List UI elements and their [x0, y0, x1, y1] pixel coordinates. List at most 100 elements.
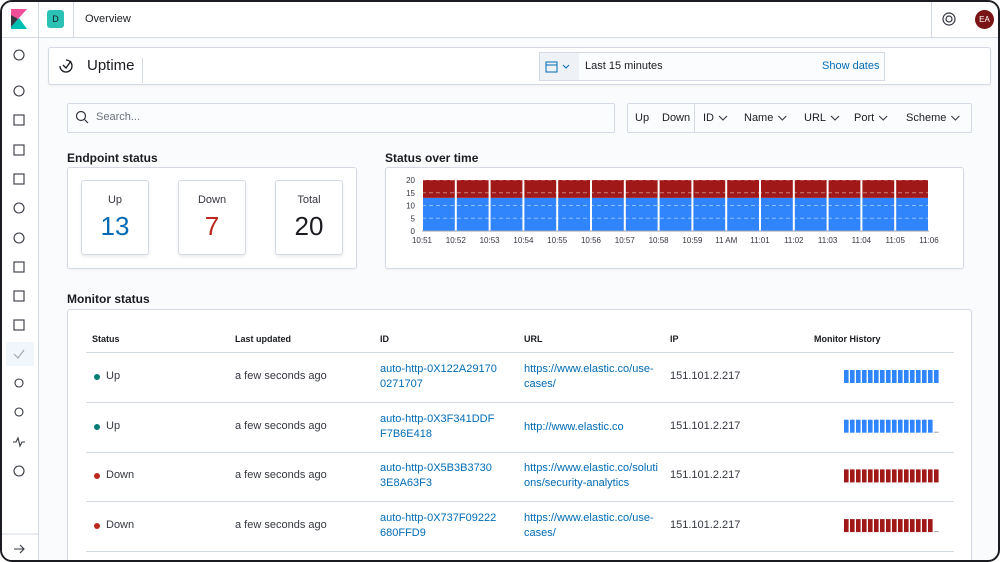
- uptime-icon: [59, 59, 73, 73]
- card-label: Up: [107, 194, 123, 206]
- bar-segment: [558, 197, 590, 231]
- row-divider: [86, 352, 954, 353]
- x-tick-label: 10:51: [412, 236, 433, 245]
- status-dot: [94, 473, 100, 480]
- monitor-id[interactable]: auto-http-0X3F341DDFF7B6E418: [380, 412, 495, 440]
- card-label: Total: [297, 194, 321, 206]
- x-tick-label: 10:55: [547, 236, 568, 245]
- bar-segment: [524, 180, 557, 198]
- filter-group: [627, 103, 972, 133]
- card-value: 13: [100, 211, 130, 241]
- filter-toggle[interactable]: Up: [635, 112, 650, 124]
- status-dot: [94, 523, 100, 530]
- x-tick-label: 11:03: [818, 236, 838, 245]
- y-tick-label: 10: [406, 202, 415, 211]
- top-bar: [2, 2, 998, 38]
- status-card: Up 13: [81, 180, 149, 255]
- column-header: Monitor History: [814, 334, 881, 344]
- x-tick-label: 10:58: [649, 236, 670, 245]
- card-value: 20: [294, 211, 324, 241]
- bar-segment: [490, 180, 523, 198]
- y-tick-label: 15: [406, 189, 415, 198]
- bar-segment: [558, 180, 590, 198]
- monitor-id[interactable]: auto-http-0X122A291700271707: [380, 363, 497, 390]
- bar-segment: [625, 180, 658, 198]
- filter-dropdown[interactable]: Scheme: [906, 112, 947, 124]
- bar-segment: [423, 197, 455, 231]
- x-tick-label: 11 AM: [715, 236, 737, 245]
- monitor-panel: [67, 309, 972, 560]
- bar-segment: [761, 197, 793, 231]
- divider: [38, 2, 39, 37]
- bar-segment: [761, 180, 793, 198]
- monitor-id[interactable]: auto-http-0X5B3B37303E8A63F3: [380, 462, 492, 490]
- search-icon: [75, 110, 89, 124]
- section-title: Endpoint status: [67, 151, 158, 165]
- search-box[interactable]: [67, 103, 615, 133]
- last-updated: a few seconds ago: [235, 519, 327, 532]
- kibana-logo: [11, 9, 27, 29]
- last-updated: a few seconds ago: [235, 469, 327, 482]
- bar-segment: [828, 197, 861, 231]
- row-divider: [86, 551, 954, 553]
- filter-dropdown[interactable]: URL: [804, 112, 827, 124]
- date-picker: [539, 52, 885, 81]
- bar-segment: [896, 180, 928, 198]
- monitor-ip: 151.101.2.217: [670, 419, 741, 432]
- bar-segment: [456, 197, 489, 231]
- bar-segment: [693, 180, 726, 198]
- bar-segment: [423, 180, 455, 198]
- filter-dropdown[interactable]: Name: [744, 112, 774, 124]
- bar-segment: [592, 197, 624, 231]
- space-badge[interactable]: D: [47, 10, 64, 28]
- divider: [931, 2, 932, 37]
- column-header: Last updated: [235, 334, 292, 344]
- column-header: URL: [524, 334, 543, 344]
- bar-segment: [659, 197, 692, 231]
- monitor-url[interactable]: https://www.elastic.co/use-cases/: [524, 363, 654, 390]
- help-icon[interactable]: [942, 12, 956, 26]
- section-title: Status over time: [385, 151, 479, 165]
- y-tick-label: 20: [406, 176, 415, 185]
- breadcrumb[interactable]: Overview: [85, 13, 131, 25]
- bar-segment: [625, 197, 658, 231]
- card-label: Down: [197, 194, 227, 206]
- monitor-id[interactable]: auto-http-0X737F09222680FFD9: [380, 512, 497, 540]
- x-tick-label: 10:53: [480, 236, 501, 245]
- monitor-url[interactable]: https://www.elastic.co/solutions/securit…: [524, 462, 658, 490]
- x-tick-label: 11:04: [852, 236, 872, 245]
- status-dot: [94, 374, 100, 380]
- monitor-url[interactable]: http://www.elastic.co: [524, 420, 624, 433]
- column-header: ID: [380, 334, 389, 344]
- x-tick-label: 11:05: [885, 236, 905, 245]
- bar-segment: [659, 180, 692, 198]
- x-tick-label: 10:57: [615, 236, 636, 245]
- row-divider: [86, 402, 954, 403]
- filter-dropdown[interactable]: ID: [703, 112, 714, 124]
- monitor-ip: 151.101.2.217: [670, 469, 741, 482]
- filter-toggle[interactable]: Down: [662, 112, 691, 124]
- show-dates[interactable]: Show dates: [822, 60, 880, 72]
- status-chart: 0 5 10 15 20 10:51 10:52 10:53 10:54 10:55 10:56 10…: [406, 176, 939, 245]
- date-range[interactable]: Last 15 minutes: [585, 60, 663, 72]
- y-tick-label: 5: [411, 214, 416, 223]
- app-title: Uptime: [87, 57, 135, 74]
- sidebar-icons: [2, 49, 38, 554]
- bar-segment: [693, 197, 726, 231]
- bar-segment: [727, 197, 759, 231]
- bar-segment: [896, 197, 928, 231]
- status-text: Up: [106, 419, 121, 432]
- monitor-url[interactable]: https://www.elastic.co/use-cases/: [524, 512, 654, 540]
- last-updated: a few seconds ago: [235, 419, 327, 432]
- row-divider: [86, 501, 954, 503]
- divider: [73, 2, 74, 37]
- status-text: Down: [106, 469, 135, 482]
- x-tick-label: 10:56: [581, 236, 602, 245]
- x-tick-label: 10:52: [446, 236, 467, 245]
- avatar[interactable]: EA: [975, 10, 994, 29]
- filter-dropdown[interactable]: Port: [854, 112, 875, 124]
- divider: [142, 58, 143, 83]
- bar-segment: [794, 180, 827, 198]
- divider: [694, 104, 695, 132]
- monitor-ip: 151.101.2.217: [670, 370, 741, 382]
